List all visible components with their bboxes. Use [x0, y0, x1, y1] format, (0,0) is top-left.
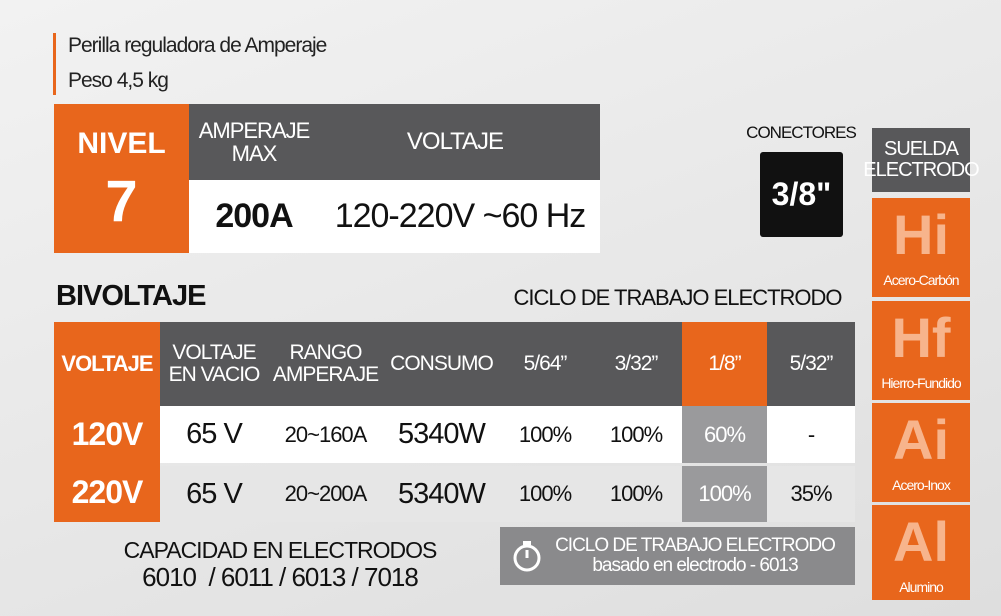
table-header: CONSUMO: [383, 322, 500, 406]
spec-header-cell: VOLTAJE: [406, 128, 504, 156]
weld-name: Hierro-Fundido: [881, 374, 961, 391]
header-line: Perilla reguladora de Amperaje: [68, 34, 327, 57]
spec-value: 120-220V ~60 Hz: [334, 197, 587, 236]
table-cell: 35%: [767, 466, 855, 522]
weld-name: Acero-Carbón: [883, 271, 959, 288]
weld-name: Alumino: [899, 578, 944, 595]
accent-line: [53, 33, 56, 95]
table-cell: 100%: [682, 466, 767, 522]
note-text: CICLO DE TRABAJO ELECTRODO basado en ele…: [555, 535, 836, 576]
table-cell: 65 V: [160, 406, 268, 463]
table-header: RANGO AMPERAJE: [268, 322, 383, 406]
level-label: NIVEL: [77, 127, 166, 160]
table-cell: 120V: [54, 406, 160, 463]
table-cell: 5340W: [383, 406, 500, 463]
table-cell: 100%: [500, 406, 590, 463]
weld-symbol: Hf: [891, 305, 951, 369]
connectors-label: CONECTORES: [746, 123, 857, 143]
weld-symbol: Al: [893, 509, 949, 573]
note-box: CICLO DE TRABAJO ELECTRODO basado en ele…: [500, 527, 855, 585]
table-header: VOLTAJE EN VACIO: [160, 322, 268, 406]
table-cell: 20~200A: [268, 466, 383, 522]
electrodes-list: 6010 / 6011 / 6013 / 7018: [142, 562, 419, 593]
connectors-value: 3/8": [760, 152, 843, 237]
weld-name: Acero-Inox: [892, 476, 951, 493]
table-cell: 220V: [54, 463, 160, 522]
header-line: Peso 4,5 kg: [68, 69, 169, 92]
timer-icon: [513, 541, 541, 572]
weld-item: [872, 505, 970, 600]
table-cell: 20~160A: [268, 406, 383, 463]
level-box: NIVEL 7: [54, 104, 189, 253]
level-value: 7: [105, 169, 138, 234]
table-cell: -: [767, 406, 855, 463]
weld-title: SUELDA ELECTRODO: [863, 128, 980, 192]
weld-item: [872, 403, 970, 502]
table-header: 5/32”: [767, 322, 855, 406]
electrodes-title: CAPACIDAD EN ELECTRODOS: [123, 536, 438, 563]
table-header: 1/8”: [682, 322, 767, 406]
table-cell: 65 V: [160, 466, 268, 522]
weld-item: [872, 301, 970, 400]
weld-item: [872, 198, 970, 297]
spec-value: 200A: [215, 197, 293, 236]
table-cell: 100%: [590, 466, 682, 522]
spec-header: [189, 104, 600, 180]
table-header: 5/64”: [500, 322, 590, 406]
spec-header-cell: AMPERAJE MAX: [198, 117, 311, 166]
section-title: BIVOLTAJE: [56, 280, 206, 312]
table-header: VOLTAJE: [54, 322, 160, 406]
duty-cycle-title: CICLO DE TRABAJO ELECTRODO: [513, 285, 842, 311]
weld-symbol: Ai: [893, 407, 949, 471]
table-header: 3/32”: [590, 322, 682, 406]
weld-symbol: Hi: [893, 202, 949, 266]
spec-values: [189, 180, 600, 253]
table-cell: 5340W: [383, 466, 500, 522]
table-cell: 100%: [590, 406, 682, 463]
table-cell: 60%: [682, 406, 767, 463]
table-cell: 100%: [500, 466, 590, 522]
